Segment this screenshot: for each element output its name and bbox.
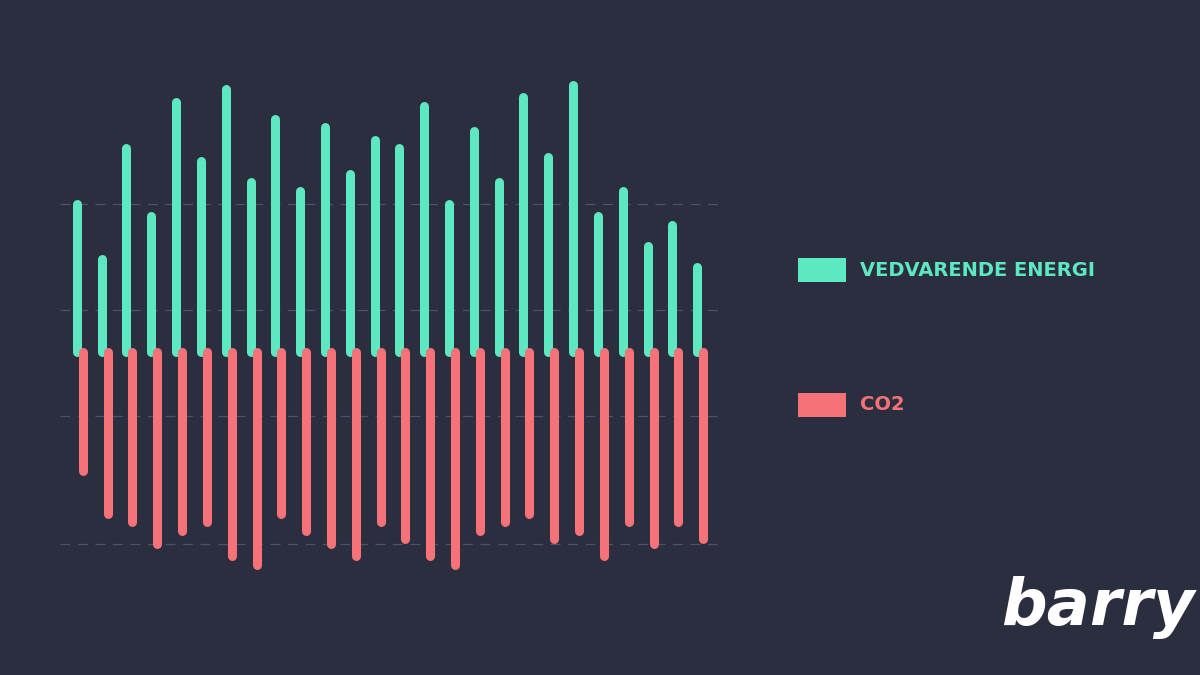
Text: CO2: CO2: [860, 396, 905, 414]
Text: barry: barry: [1001, 576, 1195, 639]
Text: VEDVARENDE ENERGI: VEDVARENDE ENERGI: [860, 261, 1096, 279]
